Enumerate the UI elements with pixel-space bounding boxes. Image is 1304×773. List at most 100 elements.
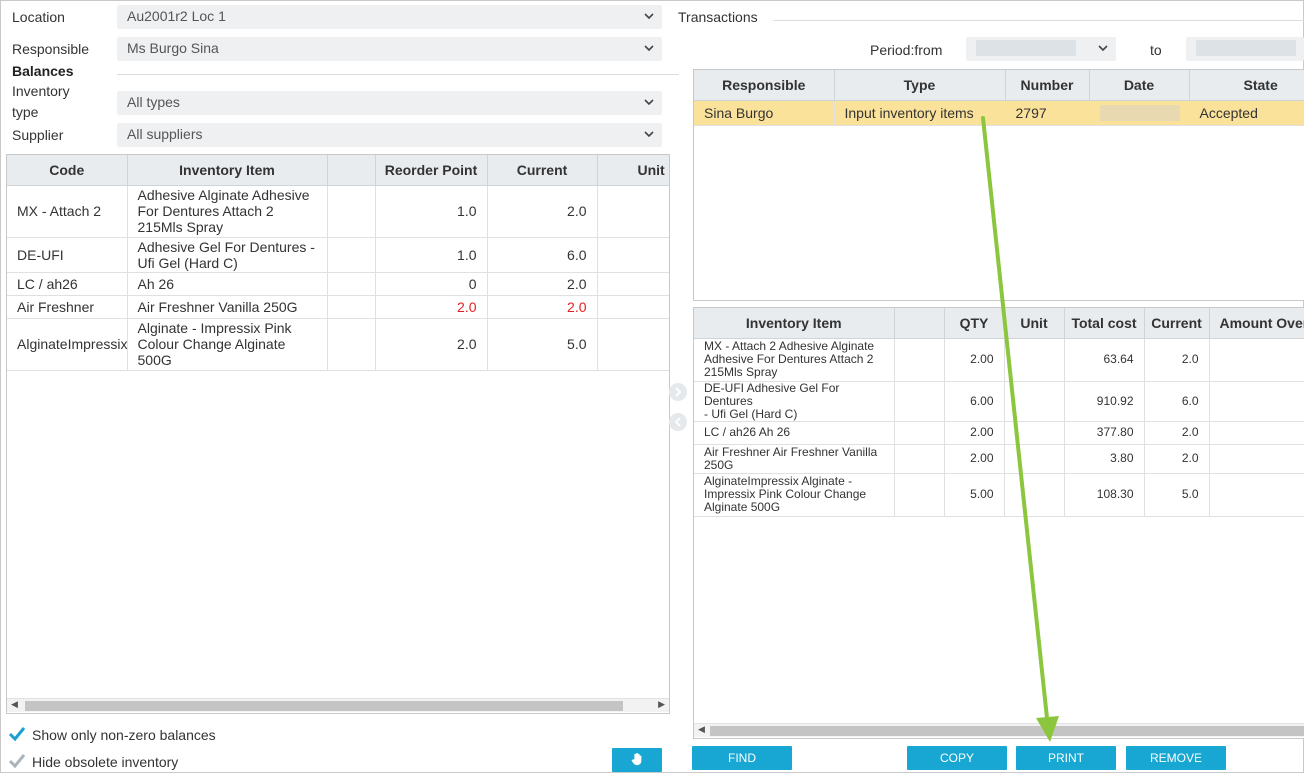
item-line: - Ufi Gel (Hard C) xyxy=(704,406,798,421)
scroll-thumb[interactable] xyxy=(25,701,623,711)
col-unit[interactable]: Unit xyxy=(597,155,669,186)
supplier-select[interactable]: All suppliers xyxy=(117,123,662,147)
table-row[interactable]: DE-UFI Adhesive Gel For Dentures - Ufi G… xyxy=(7,237,669,273)
cell-blank xyxy=(894,381,945,422)
balances-grid[interactable]: Code Inventory Item Reorder Point Curren… xyxy=(6,154,670,714)
responsible-select[interactable]: Ms Burgo Sina xyxy=(117,37,662,61)
col-current[interactable]: Current xyxy=(1144,308,1210,339)
cell-current: 6.0 xyxy=(1144,381,1210,422)
table-row[interactable]: Air Freshner Air Freshner Vanilla 250G 2… xyxy=(7,295,669,319)
cell-reorder: 0 xyxy=(375,272,488,296)
table-row[interactable]: AlginateImpressix Alginate - Impressix P… xyxy=(7,318,669,371)
cell-reorder: 2.0 xyxy=(375,295,488,319)
col-current[interactable]: Current xyxy=(487,155,598,186)
cell-responsible: Sina Burgo xyxy=(694,100,835,126)
chevron-down-icon xyxy=(1098,45,1108,52)
col-blank[interactable] xyxy=(894,308,945,339)
table-row[interactable]: MX - Attach 2 Adhesive Alginate Adhesive… xyxy=(694,338,1304,382)
cell-item: Adhesive Gel For Dentures - Ufi Gel (Har… xyxy=(127,237,328,273)
table-row[interactable]: Air Freshner Air Freshner Vanilla 250G 2… xyxy=(694,444,1304,474)
col-code[interactable]: Code xyxy=(7,155,128,186)
nonzero-checkbox[interactable]: Show only non-zero balances xyxy=(8,725,216,743)
details-grid[interactable]: Inventory Item QTY Unit Total cost Curre… xyxy=(693,307,1304,739)
item-line: AlginateImpressix Alginate - xyxy=(704,474,853,488)
col-responsible[interactable]: Responsible xyxy=(694,70,835,101)
col-total-cost[interactable]: Total cost xyxy=(1064,308,1145,339)
item-line: For Dentures Attach 2 xyxy=(137,203,274,219)
cell-code: MX - Attach 2 xyxy=(7,185,128,238)
col-date[interactable]: Date xyxy=(1089,70,1190,101)
period-from-select[interactable] xyxy=(966,37,1116,61)
cell-code: AlginateImpressix xyxy=(7,318,128,371)
inventory-type-select[interactable]: All types xyxy=(117,91,662,115)
item-line: Alginate 500G xyxy=(704,500,781,514)
item-line: MX - Attach 2 Adhesive Alginate xyxy=(704,339,875,353)
divider xyxy=(773,20,1304,21)
cell-unit xyxy=(597,237,669,273)
col-number[interactable]: Number xyxy=(1005,70,1090,101)
cell-amount-over xyxy=(1209,421,1304,445)
cell-item: AlginateImpressix Alginate - Impressix P… xyxy=(694,473,895,517)
remove-button[interactable]: REMOVE xyxy=(1126,746,1226,770)
obsolete-checkbox[interactable]: Hide obsolete inventory xyxy=(8,752,178,770)
table-row[interactable]: LC / ah26 Ah 26 2.00 377.80 2.0 xyxy=(694,421,1304,445)
cell-total-cost: 910.92 xyxy=(1064,381,1145,422)
table-row[interactable]: MX - Attach 2 Adhesive Alginate Adhesive… xyxy=(7,185,669,238)
blurred-date xyxy=(1099,104,1180,121)
cell-item: MX - Attach 2 Adhesive Alginate Adhesive… xyxy=(694,338,895,382)
cell-reorder: 1.0 xyxy=(375,185,488,238)
cell-item: LC / ah26 Ah 26 xyxy=(694,421,895,445)
col-unit[interactable]: Unit xyxy=(1004,308,1065,339)
item-line: 215Mls Spray xyxy=(137,219,224,235)
table-row[interactable]: LC / ah26 Ah 26 0 2.0 xyxy=(7,272,669,296)
col-qty[interactable]: QTY xyxy=(944,308,1005,339)
transactions-title: Transactions xyxy=(678,9,758,25)
print-button[interactable]: PRINT xyxy=(1016,746,1116,770)
table-row[interactable]: Sina Burgo Input inventory items 2797 Ac… xyxy=(694,100,1304,126)
scroll-right-icon[interactable]: ▶ xyxy=(658,699,665,709)
inventory-type-label: Inventory xyxy=(12,83,70,99)
cell-type: Input inventory items xyxy=(834,100,1006,126)
check-icon xyxy=(8,727,26,742)
table-row[interactable]: AlginateImpressix Alginate - Impressix P… xyxy=(694,473,1304,517)
details-hscrollbar[interactable]: ◀ xyxy=(694,723,1304,737)
cell-current: 2.0 xyxy=(1144,444,1210,474)
chevron-down-icon xyxy=(644,99,654,106)
period-to-select[interactable] xyxy=(1186,37,1304,61)
col-type[interactable]: Type xyxy=(834,70,1006,101)
divider xyxy=(117,74,679,75)
col-inventory-item[interactable]: Inventory Item xyxy=(127,155,328,186)
copy-button[interactable]: COPY xyxy=(907,746,1007,770)
scroll-thumb[interactable] xyxy=(710,726,1304,736)
cell-current: 2.0 xyxy=(1144,338,1210,382)
balances-hscrollbar[interactable]: ◀ ▶ xyxy=(7,698,669,712)
col-amount-over[interactable]: Amount Over xyxy=(1209,308,1304,339)
cell-unit xyxy=(597,185,669,238)
find-button[interactable]: FIND xyxy=(692,746,792,770)
item-line: Impressix Pink Colour Change xyxy=(704,487,867,501)
scroll-left-icon[interactable]: ◀ xyxy=(11,699,18,709)
pane-left-button[interactable] xyxy=(669,413,687,431)
hand-button[interactable] xyxy=(612,748,662,772)
col-state[interactable]: State xyxy=(1189,70,1304,101)
pane-right-button[interactable] xyxy=(669,383,687,401)
item-line: Adhesive Alginate Adhesive xyxy=(137,187,310,203)
nonzero-label: Show only non-zero balances xyxy=(32,727,216,743)
location-value: Au2001r2 Loc 1 xyxy=(127,8,226,24)
table-row[interactable]: DE-UFI Adhesive Gel For Dentures - Ufi G… xyxy=(694,381,1304,422)
cell-current: 2.0 xyxy=(487,272,598,296)
responsible-label: Responsible xyxy=(12,41,90,57)
col-reorder-point[interactable]: Reorder Point xyxy=(375,155,488,186)
col-blank[interactable] xyxy=(327,155,376,186)
col-inventory-item[interactable]: Inventory Item xyxy=(694,308,895,339)
cell-blank xyxy=(894,421,945,445)
cell-code: LC / ah26 xyxy=(7,272,128,296)
cell-unit xyxy=(597,295,669,319)
cell-code: Air Freshner xyxy=(7,295,128,319)
scroll-left-icon[interactable]: ◀ xyxy=(698,724,705,734)
cell-total-cost: 3.80 xyxy=(1064,444,1145,474)
cell-total-cost: 63.64 xyxy=(1064,338,1145,382)
location-select[interactable]: Au2001r2 Loc 1 xyxy=(117,5,662,29)
transactions-grid[interactable]: Responsible Type Number Date State Sina … xyxy=(693,69,1304,301)
cell-current: 5.0 xyxy=(1144,473,1210,517)
